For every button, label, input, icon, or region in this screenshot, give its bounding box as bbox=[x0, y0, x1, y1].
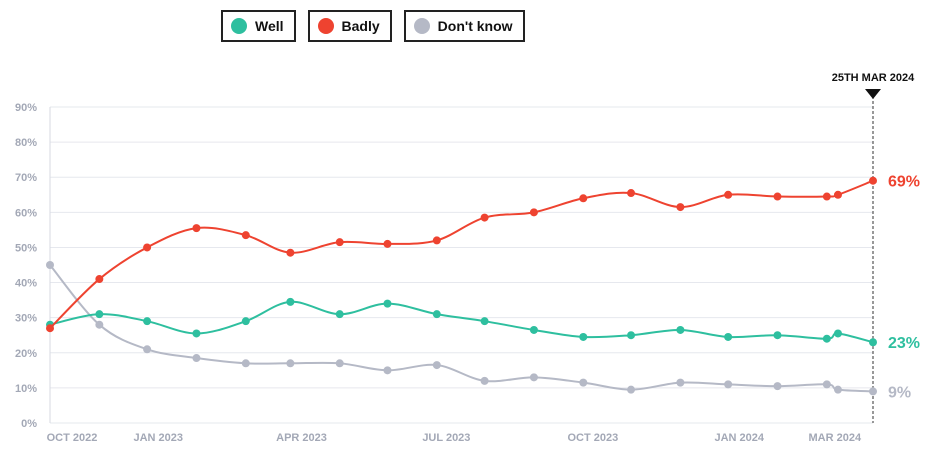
data-point-don-t-know bbox=[143, 345, 152, 354]
data-point-well bbox=[480, 317, 489, 326]
data-point-don-t-know bbox=[432, 361, 441, 370]
data-point-badly bbox=[676, 203, 685, 212]
data-point-badly bbox=[241, 231, 250, 240]
y-tick-label: 80% bbox=[15, 137, 37, 149]
data-point-well bbox=[286, 297, 295, 306]
legend-item-dont-know[interactable]: Don't know bbox=[403, 10, 525, 42]
series-line-badly bbox=[49, 179, 874, 329]
legend-item-badly[interactable]: Badly bbox=[307, 10, 392, 42]
y-tick-label: 50% bbox=[15, 242, 37, 254]
data-point-well bbox=[335, 310, 344, 319]
y-tick-label: 40% bbox=[15, 278, 37, 290]
y-tick-label: 60% bbox=[15, 207, 37, 219]
data-point-well bbox=[579, 332, 588, 341]
data-point-don-t-know bbox=[822, 380, 831, 389]
data-point-don-t-know bbox=[192, 354, 201, 363]
data-point-badly bbox=[335, 238, 344, 247]
data-point-don-t-know bbox=[480, 376, 489, 385]
data-point-well bbox=[383, 299, 392, 308]
data-point-don-t-know bbox=[286, 359, 295, 368]
data-point-don-t-know bbox=[627, 385, 636, 394]
data-point-badly bbox=[869, 176, 877, 185]
data-point-badly bbox=[627, 189, 636, 198]
data-point-don-t-know bbox=[579, 378, 588, 387]
data-point-badly bbox=[46, 324, 54, 333]
y-tick-label: 70% bbox=[15, 172, 37, 184]
data-point-badly bbox=[773, 192, 782, 201]
legend-item-well[interactable]: Well bbox=[221, 10, 296, 42]
legend-label-well: Well bbox=[255, 18, 284, 34]
data-point-well bbox=[869, 338, 877, 347]
x-tick-label: OCT 2022 bbox=[47, 432, 98, 444]
data-point-don-t-know bbox=[869, 387, 877, 396]
x-tick-label: JUL 2023 bbox=[422, 432, 470, 444]
data-point-don-t-know bbox=[676, 378, 685, 387]
data-point-well bbox=[143, 317, 152, 326]
data-point-well bbox=[724, 332, 733, 341]
legend-label-badly: Badly bbox=[341, 18, 380, 34]
data-point-badly bbox=[432, 236, 441, 245]
data-point-badly bbox=[724, 190, 733, 199]
data-point-well bbox=[676, 325, 685, 334]
end-label-don-t-know: 9% bbox=[888, 384, 911, 401]
data-point-badly bbox=[286, 248, 295, 257]
end-label-badly: 69% bbox=[888, 174, 920, 191]
x-tick-label: APR 2023 bbox=[276, 432, 327, 444]
y-tick-label: 10% bbox=[15, 383, 37, 395]
date-marker-label: 25TH MAR 2024 bbox=[832, 72, 915, 84]
x-tick-label: MAR 2024 bbox=[809, 432, 862, 444]
end-label-well: 23% bbox=[888, 335, 920, 352]
y-tick-label: 30% bbox=[15, 313, 37, 325]
data-point-don-t-know bbox=[833, 385, 842, 394]
data-point-don-t-know bbox=[529, 373, 538, 382]
legend-label-dont-know: Don't know bbox=[437, 18, 513, 34]
data-point-well bbox=[529, 325, 538, 334]
x-tick-label: JAN 2024 bbox=[715, 432, 765, 444]
legend: Well Badly Don't know bbox=[221, 10, 525, 42]
x-tick-label: JAN 2023 bbox=[133, 432, 183, 444]
legend-swatch-dont-know bbox=[413, 18, 430, 34]
x-tick-label: OCT 2023 bbox=[567, 432, 618, 444]
y-tick-label: 20% bbox=[15, 348, 37, 360]
data-point-badly bbox=[822, 192, 831, 201]
data-point-badly bbox=[480, 213, 489, 222]
data-point-well bbox=[241, 317, 250, 326]
data-point-don-t-know bbox=[46, 261, 54, 269]
data-point-don-t-know bbox=[383, 366, 392, 375]
data-point-badly bbox=[192, 224, 201, 233]
series-line-well bbox=[49, 300, 874, 344]
data-point-badly bbox=[529, 208, 538, 217]
data-point-well bbox=[833, 329, 842, 338]
legend-swatch-badly bbox=[317, 18, 334, 34]
data-point-don-t-know bbox=[335, 359, 344, 368]
y-tick-label: 90% bbox=[15, 102, 37, 114]
data-point-don-t-know bbox=[241, 359, 250, 368]
data-point-badly bbox=[383, 239, 392, 248]
legend-swatch-well bbox=[231, 18, 247, 34]
data-point-don-t-know bbox=[95, 320, 104, 329]
data-point-well bbox=[95, 310, 104, 319]
data-point-don-t-know bbox=[724, 380, 733, 389]
y-tick-label: 0% bbox=[21, 418, 37, 430]
data-point-well bbox=[773, 331, 782, 340]
data-point-don-t-know bbox=[773, 382, 782, 391]
data-point-badly bbox=[143, 243, 152, 252]
data-point-well bbox=[822, 334, 831, 343]
data-point-well bbox=[627, 331, 636, 340]
data-point-well bbox=[192, 329, 201, 338]
data-point-badly bbox=[95, 275, 104, 284]
data-point-badly bbox=[833, 190, 842, 199]
date-marker-arrow bbox=[865, 89, 881, 99]
data-point-badly bbox=[579, 194, 588, 203]
data-point-well bbox=[432, 310, 441, 319]
